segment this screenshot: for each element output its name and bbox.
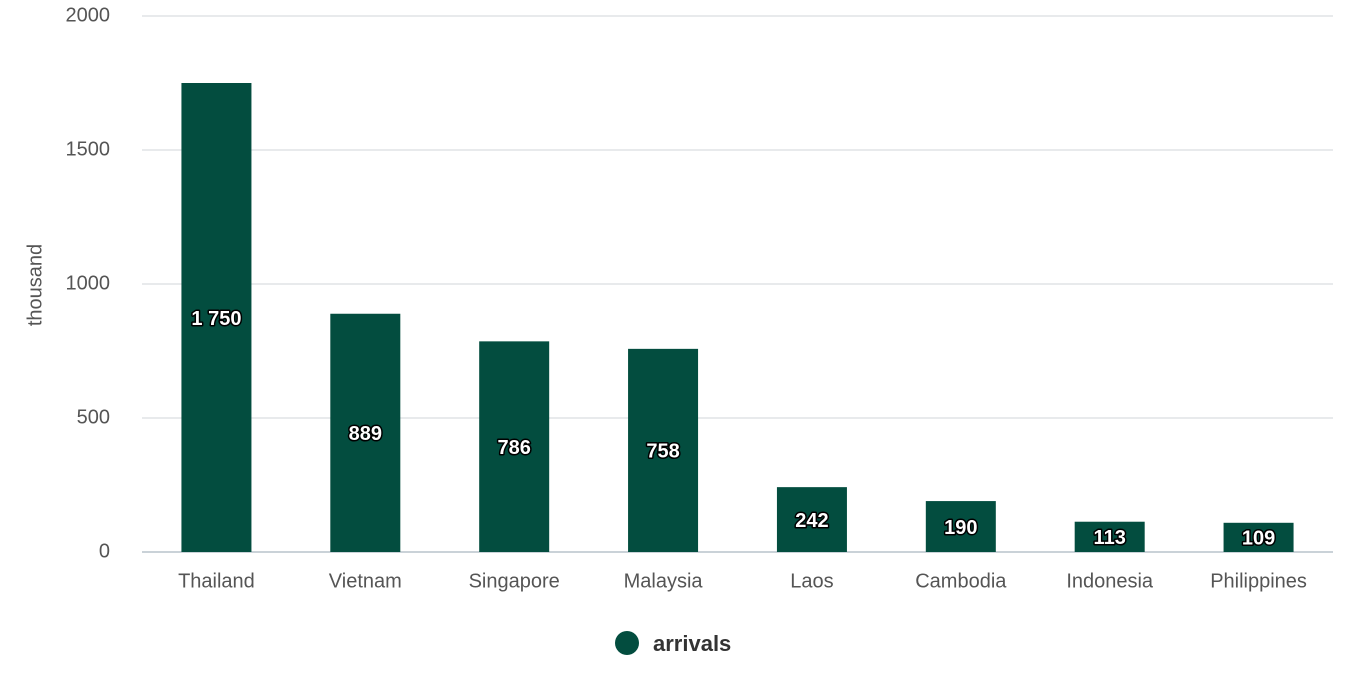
legend-marker bbox=[615, 631, 639, 655]
y-tick-label: 2000 bbox=[66, 4, 111, 26]
y-tick-label: 1000 bbox=[66, 272, 111, 294]
bar bbox=[1074, 521, 1145, 552]
y-tick-label: 1500 bbox=[66, 138, 111, 160]
data-label: 109 bbox=[1242, 528, 1275, 550]
bar bbox=[181, 83, 252, 552]
bar bbox=[330, 313, 401, 552]
data-label: 1 750 bbox=[191, 308, 241, 330]
data-label: 242 bbox=[795, 510, 828, 532]
data-label: 113 bbox=[1094, 527, 1126, 549]
bar bbox=[776, 487, 847, 552]
x-tick-label: Indonesia bbox=[1066, 570, 1154, 592]
y-tick-label: 0 bbox=[99, 540, 110, 562]
data-label: 190 bbox=[944, 517, 977, 539]
x-tick-label: Thailand bbox=[178, 570, 255, 592]
data-label: 786 bbox=[498, 437, 531, 459]
x-tick-label: Vietnam bbox=[329, 570, 402, 592]
x-tick-label: Malaysia bbox=[624, 570, 704, 592]
x-tick-label: Laos bbox=[790, 570, 833, 592]
data-label: 758 bbox=[646, 441, 679, 463]
y-axis-label: thousand bbox=[24, 244, 46, 326]
bar bbox=[628, 348, 699, 552]
y-tick-label: 500 bbox=[77, 406, 110, 428]
bar bbox=[479, 341, 550, 552]
bar bbox=[925, 501, 996, 552]
x-tick-label: Philippines bbox=[1210, 570, 1307, 592]
legend-label: arrivals bbox=[653, 631, 731, 656]
data-label: 889 bbox=[349, 423, 382, 445]
bar bbox=[1223, 522, 1294, 552]
x-tick-label: Cambodia bbox=[915, 570, 1007, 592]
x-tick-label: Singapore bbox=[469, 570, 560, 592]
